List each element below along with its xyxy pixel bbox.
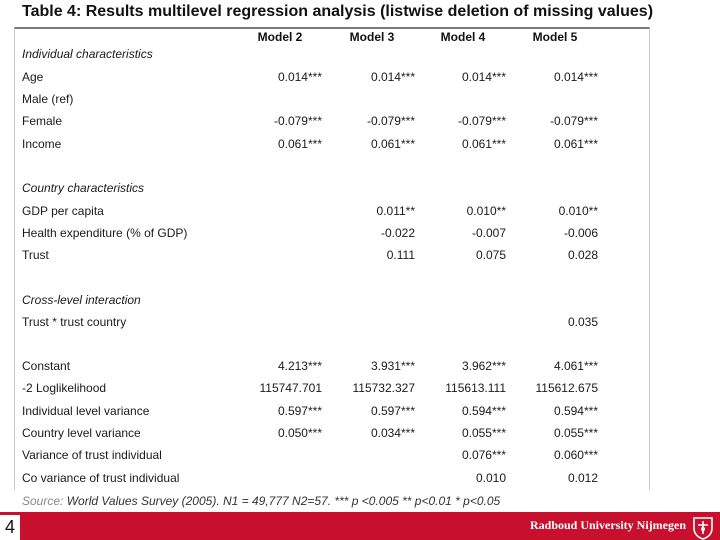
row-label: Co variance of trust individual (22, 471, 180, 485)
section-heading: Cross-level interaction (22, 293, 141, 307)
table-row: -2 Loglikelihood 115747.701 115732.327 1156… (0, 377, 650, 399)
row-label: Variance of trust individual (22, 448, 162, 462)
table-cell: -0.079*** (457, 114, 506, 128)
slide-title: Table 4: Results multilevel regression a… (22, 3, 654, 20)
column-header-model-4: Model 4 (440, 30, 486, 44)
table-cell: 115612.675 (535, 381, 598, 395)
row-label: Constant (22, 359, 71, 373)
table-cell: 0.014*** (370, 70, 415, 84)
row-label: Country level variance (22, 426, 141, 440)
row-label: Male (ref) (22, 92, 74, 106)
source-text: World Values Survey (2005). N1 = 49,777 … (63, 494, 501, 508)
table-row: Country level variance 0.050*** 0.034*** 0.… (0, 422, 650, 444)
row-label: Female (22, 114, 63, 128)
table-cell: -0.079*** (366, 114, 415, 128)
table-cell: 0.075 (475, 248, 506, 262)
table-cell: 0.594*** (553, 404, 598, 418)
table-row: Female -0.079*** -0.079*** -0.079*** -0.079*… (0, 110, 650, 132)
row-label: Individual level variance (22, 404, 150, 418)
table-cell: 0.010 (475, 471, 506, 485)
table-cell: 0.010** (558, 204, 598, 218)
table-cell: 0.014*** (461, 70, 506, 84)
row-label: Age (22, 70, 44, 84)
table-cell: 0.061*** (553, 137, 598, 151)
table-row: Constant 4.213*** 3.931*** 3.962*** 4.061*** (0, 355, 650, 377)
table-cell: 0.597*** (370, 404, 415, 418)
table-row: Trust 0.111 0.075 0.028 (0, 244, 650, 266)
table-cell: -0.007 (471, 226, 506, 240)
table-cell: 0.055*** (461, 426, 506, 440)
table-row: GDP per capita 0.011** 0.010** 0.010** (0, 200, 650, 222)
table-cell: 0.012 (567, 471, 598, 485)
section-heading: Individual characteristics (22, 47, 153, 61)
table-cell: -0.006 (563, 226, 598, 240)
university-crest-icon (693, 517, 713, 540)
section-heading-row: Cross-level interaction (0, 289, 650, 311)
table-cell: 0.061*** (277, 137, 322, 151)
table-cell: 0.028 (567, 248, 598, 262)
section-heading: Country characteristics (22, 181, 145, 195)
table-cell: 115613.111 (445, 381, 506, 395)
table-cell: 0.111 (386, 248, 415, 262)
footer-bar (0, 512, 720, 540)
table-row: Co variance of trust individual 0.010 0.01… (0, 467, 650, 489)
table-row: Income 0.061*** 0.061*** 0.061*** 0.061*** (0, 133, 650, 155)
table-row: Male (ref) (0, 88, 650, 110)
table-cell: -0.079*** (549, 114, 598, 128)
table-cell: 4.061*** (553, 359, 598, 373)
table-cell: 0.060*** (553, 448, 598, 462)
table-row: Age 0.014*** 0.014*** 0.014*** 0.014*** (0, 66, 650, 88)
table-cell: 3.962*** (461, 359, 506, 373)
table-cell: 0.076*** (461, 448, 506, 462)
page-number: 4 (0, 515, 20, 540)
table-row: Individual level variance 0.597*** 0.597**… (0, 400, 650, 422)
table-cell: 3.931*** (370, 359, 415, 373)
table-cell: 115732.327 (352, 381, 415, 395)
university-name: Radboud University Nijmegen (529, 518, 686, 532)
row-label: Income (22, 137, 62, 151)
table-cell: -0.079*** (273, 114, 322, 128)
table-cell: 4.213*** (277, 359, 322, 373)
table-cell: -0.022 (380, 226, 415, 240)
row-label: Health expenditure (% of GDP) (22, 226, 188, 240)
row-label: Trust * trust country (22, 315, 127, 329)
row-label: GDP per capita (22, 204, 104, 218)
table-row: Health expenditure (% of GDP) -0.022 -0.00… (0, 222, 650, 244)
table-cell: 0.597*** (277, 404, 322, 418)
table-row: Trust * trust country 0.035 (0, 311, 650, 333)
table-cell: 0.055*** (553, 426, 598, 440)
table-cell: 0.014*** (277, 70, 322, 84)
regression-table (14, 27, 650, 490)
table-cell: 0.061*** (461, 137, 506, 151)
row-label: Trust (22, 248, 49, 262)
source-note: Source: World Values Survey (2005). N1 =… (22, 494, 500, 508)
table-cell: 0.050*** (277, 426, 322, 440)
row-label: -2 Loglikelihood (22, 381, 107, 395)
column-header-model-5: Model 5 (532, 30, 578, 44)
column-header-model-2: Model 2 (257, 30, 303, 44)
table-cell: 115747.701 (259, 381, 322, 395)
table-cell: 0.011** (376, 204, 415, 218)
column-header-model-3: Model 3 (349, 30, 395, 44)
table-cell: 0.010** (466, 204, 506, 218)
section-heading-row: Individual characteristics (0, 43, 650, 65)
table-cell: 0.034*** (370, 426, 415, 440)
table-cell: 0.061*** (370, 137, 415, 151)
table-cell: 0.594*** (461, 404, 506, 418)
table-cell: 0.014*** (553, 70, 598, 84)
section-heading-row: Country characteristics (0, 177, 650, 199)
table-row: Variance of trust individual 0.076*** 0.06… (0, 444, 650, 466)
table-cell: 0.035 (567, 315, 598, 329)
source-lead: Source: (22, 494, 64, 508)
